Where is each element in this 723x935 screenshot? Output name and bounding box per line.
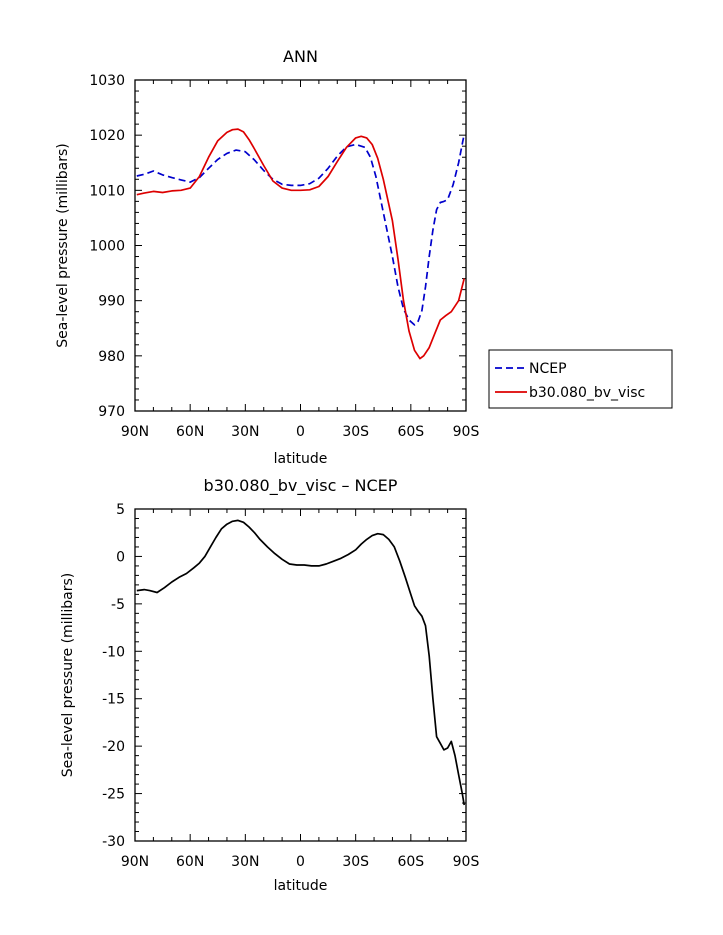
legend-label-1: b30.080_bv_visc bbox=[529, 385, 645, 401]
y-axis-label: Sea-level pressure (millibars) bbox=[60, 573, 76, 777]
y-tick-label: 970 bbox=[98, 404, 125, 420]
plot-frame bbox=[134, 79, 467, 412]
x-tick-label: 30S bbox=[342, 854, 369, 870]
x-tick-label: 90N bbox=[121, 424, 149, 440]
y-tick-label: -15 bbox=[102, 692, 125, 708]
legend: NCEP b30.080_bv_visc bbox=[488, 349, 673, 409]
chart-title: ANN bbox=[283, 47, 318, 66]
legend-label-0: NCEP bbox=[529, 361, 567, 377]
plot-frame bbox=[134, 508, 467, 842]
x-tick-label: 90S bbox=[453, 424, 480, 440]
legend-box bbox=[488, 349, 673, 409]
x-tick-label: 60S bbox=[397, 854, 424, 870]
x-tick-label: 0 bbox=[296, 424, 305, 440]
series-line-0 bbox=[136, 133, 466, 326]
series-line-0 bbox=[136, 519, 466, 806]
y-tick-label: 980 bbox=[98, 349, 125, 365]
x-tick-label: 60N bbox=[176, 854, 204, 870]
x-tick-label: 60N bbox=[176, 424, 204, 440]
y-tick-label: 1020 bbox=[89, 128, 125, 144]
y-tick-label: -5 bbox=[111, 597, 125, 613]
x-tick-label: 0 bbox=[296, 854, 305, 870]
y-tick-label: 990 bbox=[98, 294, 125, 310]
y-tick-label: 1000 bbox=[89, 239, 125, 255]
y-tick-label: 1010 bbox=[89, 183, 125, 199]
y-tick-label: -20 bbox=[102, 739, 125, 755]
y-tick-label: 1030 bbox=[89, 73, 125, 89]
x-axis-label: latitude bbox=[274, 451, 328, 467]
x-tick-label: 60S bbox=[397, 424, 424, 440]
series-line-1 bbox=[136, 128, 466, 360]
y-tick-label: -10 bbox=[102, 644, 125, 660]
x-tick-label: 30S bbox=[342, 424, 369, 440]
chart-slp-difference: 90N 60N 30N 0 30S 60S 90S -30 -25 -20 -15 -10 -5 0 5 b3… bbox=[60, 476, 479, 894]
x-axis-label: latitude bbox=[274, 878, 328, 894]
x-tick-label: 30N bbox=[231, 854, 259, 870]
y-tick-label: 5 bbox=[116, 502, 125, 518]
y-tick-label: -25 bbox=[102, 787, 125, 803]
y-tick-label: -30 bbox=[102, 834, 125, 850]
y-tick-label: 0 bbox=[116, 549, 125, 565]
x-tick-label: 90N bbox=[121, 854, 149, 870]
chart-annual-slp: 90N 60N 30N 0 30S 60S 90S 970 980 990 1000 1010 1020… bbox=[55, 47, 673, 467]
x-tick-label: 30N bbox=[231, 424, 259, 440]
x-tick-label: 90S bbox=[453, 854, 480, 870]
y-axis-label: Sea-level pressure (millibars) bbox=[55, 143, 71, 347]
chart-title: b30.080_bv_visc – NCEP bbox=[204, 476, 398, 496]
